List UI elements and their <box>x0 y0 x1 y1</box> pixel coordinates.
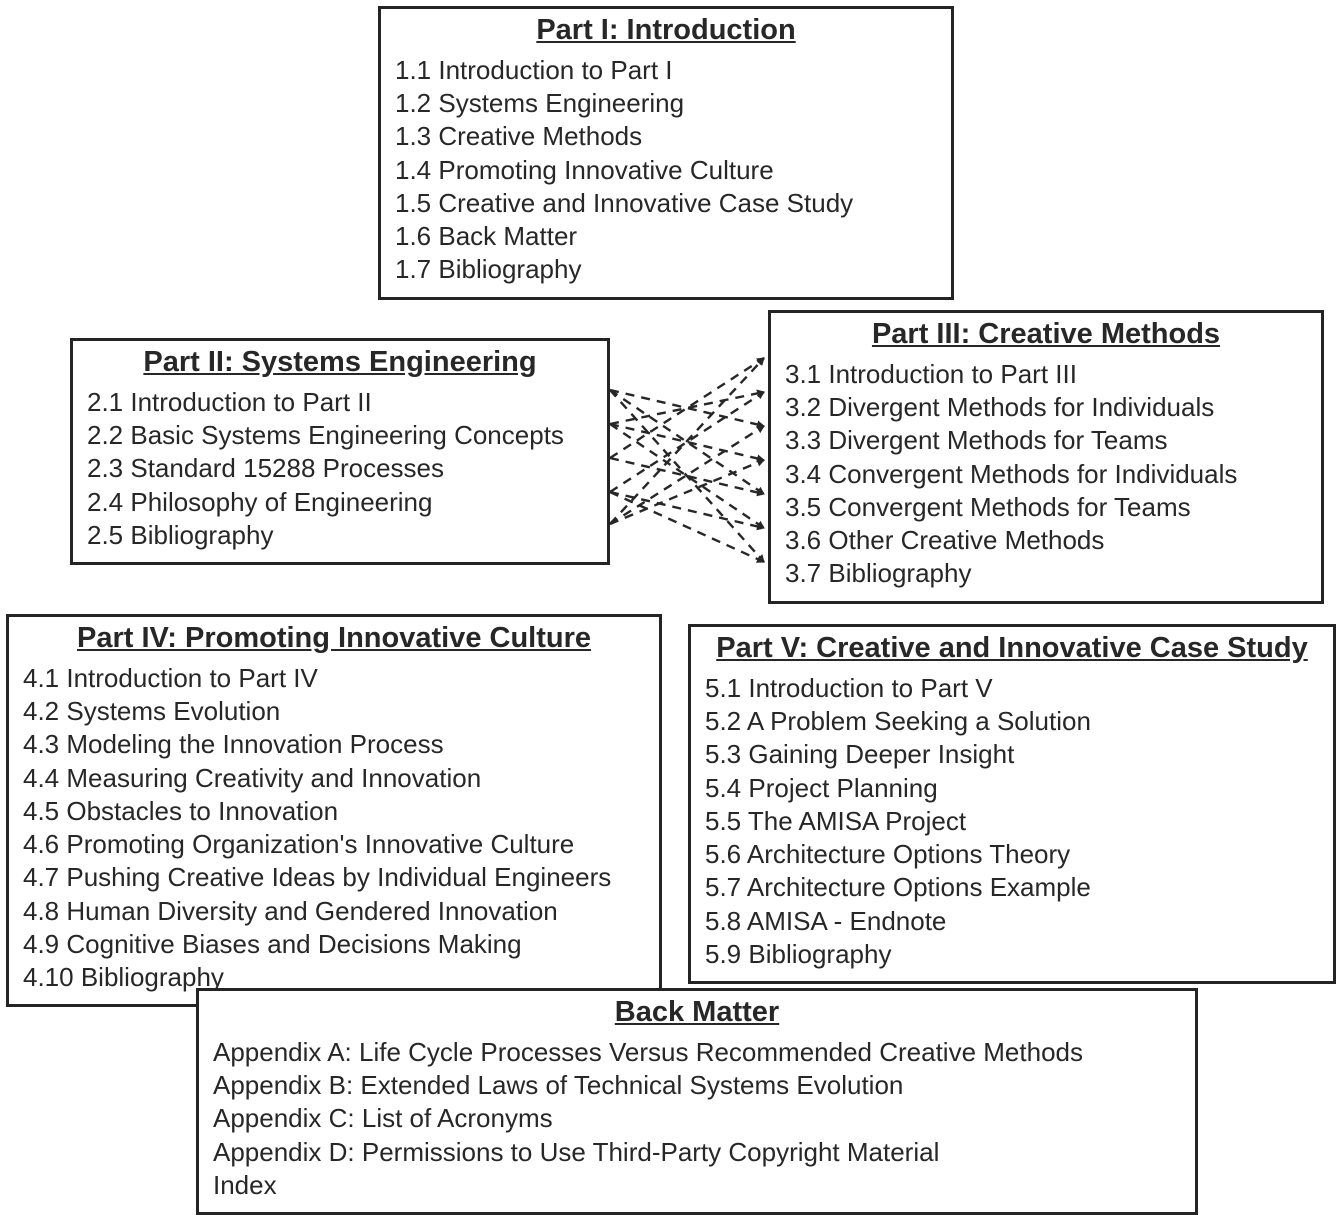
outline-item: 4.8 Human Diversity and Gendered Innovat… <box>23 895 645 928</box>
diagram-canvas: Part I: Introduction 1.1 Introduction to… <box>0 0 1342 1158</box>
outline-item: 2.3 Standard 15288 Processes <box>87 452 593 485</box>
outline-item: 3.5 Convergent Methods for Teams <box>785 491 1307 524</box>
outline-item: 4.3 Modeling the Innovation Process <box>23 728 645 761</box>
outline-item: 3.2 Divergent Methods for Individuals <box>785 391 1307 424</box>
outline-item: 5.9 Bibliography <box>705 938 1319 971</box>
outline-item: 5.2 A Problem Seeking a Solution <box>705 705 1319 738</box>
outline-item: 5.4 Project Planning <box>705 772 1319 805</box>
outline-item: 4.5 Obstacles to Innovation <box>23 795 645 828</box>
outline-item: 1.6 Back Matter <box>395 220 937 253</box>
outline-item: 4.6 Promoting Organization's Innovative … <box>23 828 645 861</box>
outline-item: 3.7 Bibliography <box>785 557 1307 590</box>
outline-item: 4.9 Cognitive Biases and Decisions Makin… <box>23 928 645 961</box>
part-2-box: Part II: Systems Engineering 2.1 Introdu… <box>70 338 610 565</box>
outline-item: 2.5 Bibliography <box>87 519 593 552</box>
part-5-box: Part V: Creative and Innovative Case Stu… <box>688 624 1336 984</box>
part-3-items: 3.1 Introduction to Part III3.2 Divergen… <box>785 358 1307 591</box>
part-2-items: 2.1 Introduction to Part II2.2 Basic Sys… <box>87 386 593 552</box>
part-2-title: Part II: Systems Engineering <box>87 345 593 380</box>
outline-item: 3.4 Convergent Methods for Individuals <box>785 458 1307 491</box>
part-1-box: Part I: Introduction 1.1 Introduction to… <box>378 6 954 300</box>
outline-item: 5.7 Architecture Options Example <box>705 871 1319 904</box>
outline-item: Appendix B: Extended Laws of Technical S… <box>213 1069 1181 1102</box>
back-matter-title: Back Matter <box>213 995 1181 1030</box>
part-4-items: 4.1 Introduction to Part IV4.2 Systems E… <box>23 662 645 995</box>
back-matter-items: Appendix A: Life Cycle Processes Versus … <box>213 1036 1181 1202</box>
part-5-items: 5.1 Introduction to Part V5.2 A Problem … <box>705 672 1319 971</box>
outline-item: 1.4 Promoting Innovative Culture <box>395 154 937 187</box>
outline-item: 1.5 Creative and Innovative Case Study <box>395 187 937 220</box>
outline-item: 4.4 Measuring Creativity and Innovation <box>23 762 645 795</box>
outline-item: Appendix D: Permissions to Use Third-Par… <box>213 1136 1181 1169</box>
outline-item: 3.1 Introduction to Part III <box>785 358 1307 391</box>
outline-item: 2.1 Introduction to Part II <box>87 386 593 419</box>
part-4-box: Part IV: Promoting Innovative Culture 4.… <box>6 614 662 1007</box>
outline-item: 2.2 Basic Systems Engineering Concepts <box>87 419 593 452</box>
outline-item: 1.2 Systems Engineering <box>395 87 937 120</box>
part-4-title: Part IV: Promoting Innovative Culture <box>23 621 645 656</box>
outline-item: Appendix C: List of Acronyms <box>213 1102 1181 1135</box>
outline-item: Appendix A: Life Cycle Processes Versus … <box>213 1036 1181 1069</box>
part-3-box: Part III: Creative Methods 3.1 Introduct… <box>768 310 1324 604</box>
outline-item: Index <box>213 1169 1181 1202</box>
outline-item: 3.6 Other Creative Methods <box>785 524 1307 557</box>
outline-item: 2.4 Philosophy of Engineering <box>87 486 593 519</box>
part-5-title: Part V: Creative and Innovative Case Stu… <box>705 631 1319 666</box>
outline-item: 4.1 Introduction to Part IV <box>23 662 645 695</box>
outline-item: 5.3 Gaining Deeper Insight <box>705 738 1319 771</box>
outline-item: 3.3 Divergent Methods for Teams <box>785 424 1307 457</box>
outline-item: 4.7 Pushing Creative Ideas by Individual… <box>23 861 645 894</box>
outline-item: 5.5 The AMISA Project <box>705 805 1319 838</box>
outline-item: 5.6 Architecture Options Theory <box>705 838 1319 871</box>
part-1-items: 1.1 Introduction to Part I1.2 Systems En… <box>395 54 937 287</box>
outline-item: 1.1 Introduction to Part I <box>395 54 937 87</box>
outline-item: 1.3 Creative Methods <box>395 120 937 153</box>
part-1-title: Part I: Introduction <box>395 13 937 48</box>
outline-item: 1.7 Bibliography <box>395 253 937 286</box>
outline-item: 5.8 AMISA - Endnote <box>705 905 1319 938</box>
outline-item: 4.2 Systems Evolution <box>23 695 645 728</box>
part-3-title: Part III: Creative Methods <box>785 317 1307 352</box>
outline-item: 5.1 Introduction to Part V <box>705 672 1319 705</box>
back-matter-box: Back Matter Appendix A: Life Cycle Proce… <box>196 988 1198 1215</box>
